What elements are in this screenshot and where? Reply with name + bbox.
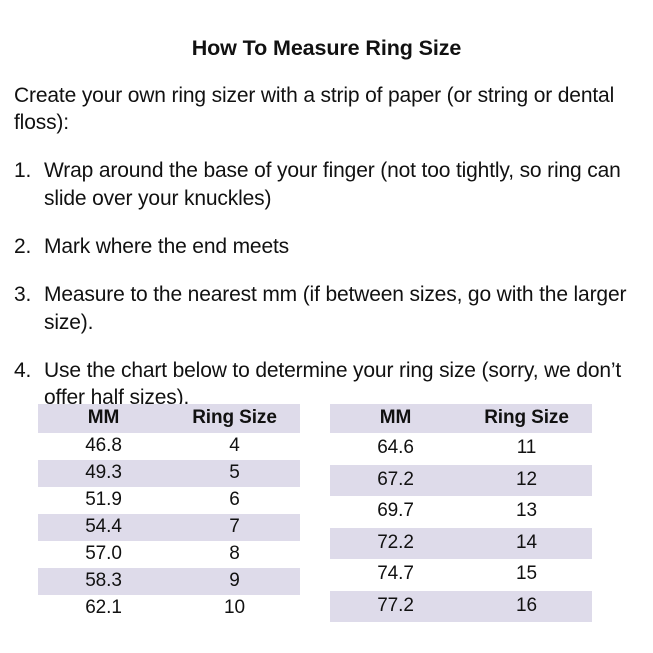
cell-mm: 46.8: [85, 435, 122, 456]
list-item: 1. Wrap around the base of your finger (n…: [14, 157, 639, 212]
step-text: Wrap around the base of your finger (not…: [44, 159, 621, 210]
intro-paragraph: Create your own ring sizer with a strip …: [14, 83, 615, 135]
steps-list: 1. Wrap around the base of your finger (n…: [14, 157, 639, 411]
table-header-row: MM Ring Size: [38, 404, 300, 433]
cell-mm: 64.6: [377, 437, 414, 459]
cell-ring-size: 8: [229, 543, 240, 564]
cell-mm: 72.2: [377, 531, 414, 553]
table-row: 49.3 5: [38, 460, 300, 487]
cell-mm: 49.3: [85, 462, 122, 483]
cell-mm: 74.7: [377, 563, 414, 585]
column-header-ring-size: Ring Size: [484, 407, 569, 428]
ring-size-table-left: MM Ring Size 46.8 4 49.3 5 51.9 6: [38, 404, 300, 622]
table-header-right: MM Ring Size: [330, 404, 592, 433]
cell-mm: 54.4: [85, 516, 122, 537]
step-text: Use the chart below to determine your ri…: [44, 358, 622, 410]
cell-ring-size: 15: [516, 563, 537, 585]
list-item: 2. Mark where the end meets: [14, 233, 639, 260]
step-text: Mark where the end meets: [44, 234, 290, 258]
table-row: 72.2 14: [330, 527, 592, 559]
step-number: 1.: [14, 159, 32, 183]
cell-mm: 57.0: [85, 543, 122, 564]
cell-ring-size: 11: [516, 437, 537, 459]
cell-mm: 67.2: [377, 468, 414, 490]
step-number: 3.: [14, 283, 32, 307]
cell-ring-size: 13: [516, 500, 537, 522]
table-row: 69.7 13: [330, 496, 592, 528]
cell-ring-size: 4: [229, 435, 240, 456]
table-row: 77.2 16: [330, 590, 592, 622]
table-row: 62.1 10: [38, 595, 300, 622]
cell-ring-size: 16: [516, 594, 537, 616]
table-body-left: 46.8 4 49.3 5 51.9 6 54.4 7 57.0 8: [38, 433, 300, 622]
column-header-mm: MM: [379, 407, 412, 428]
cell-ring-size: 6: [229, 489, 240, 510]
table-row: 74.7 15: [330, 559, 592, 591]
table-row: 46.8 4: [38, 433, 300, 460]
ring-size-table-right: MM Ring Size 64.6 11 67.2 12 69.7 13: [330, 404, 592, 622]
table-row: 58.3 9: [38, 568, 300, 595]
table-row: 54.4 7: [38, 514, 300, 541]
step-number: 4.: [14, 358, 32, 382]
cell-mm: 58.3: [85, 570, 122, 591]
table-row: 51.9 6: [38, 487, 300, 514]
list-item: 4. Use the chart below to determine your …: [14, 357, 639, 412]
cell-ring-size: 10: [224, 597, 245, 618]
cell-ring-size: 7: [229, 516, 240, 537]
list-item: 3. Measure to the nearest mm (if between …: [14, 281, 639, 336]
cell-mm: 62.1: [85, 597, 122, 618]
table-header-row: MM Ring Size: [330, 404, 592, 433]
cell-mm: 77.2: [377, 594, 414, 616]
column-header-ring-size: Ring Size: [192, 407, 277, 428]
table-row: 57.0 8: [38, 541, 300, 568]
step-text: Measure to the nearest mm (if between si…: [44, 283, 627, 334]
instructions-block: Create your own ring sizer with a strip …: [0, 82, 653, 412]
cell-mm: 69.7: [377, 500, 414, 522]
table-body-right: 64.6 11 67.2 12 69.7 13 72.2 14 74.7 1: [330, 433, 592, 622]
table-row: 67.2 12: [330, 464, 592, 496]
cell-ring-size: 5: [229, 462, 240, 483]
cell-mm: 51.9: [85, 489, 122, 510]
step-number: 2.: [14, 234, 32, 258]
size-chart-tables: MM Ring Size 46.8 4 49.3 5 51.9 6: [0, 404, 653, 622]
column-header-mm: MM: [87, 407, 120, 428]
cell-ring-size: 14: [516, 531, 537, 553]
cell-ring-size: 12: [516, 468, 537, 490]
table-row: 64.6 11: [330, 433, 592, 465]
table-header-left: MM Ring Size: [38, 404, 300, 433]
page-title: How To Measure Ring Size: [191, 36, 462, 60]
cell-ring-size: 9: [229, 570, 240, 591]
